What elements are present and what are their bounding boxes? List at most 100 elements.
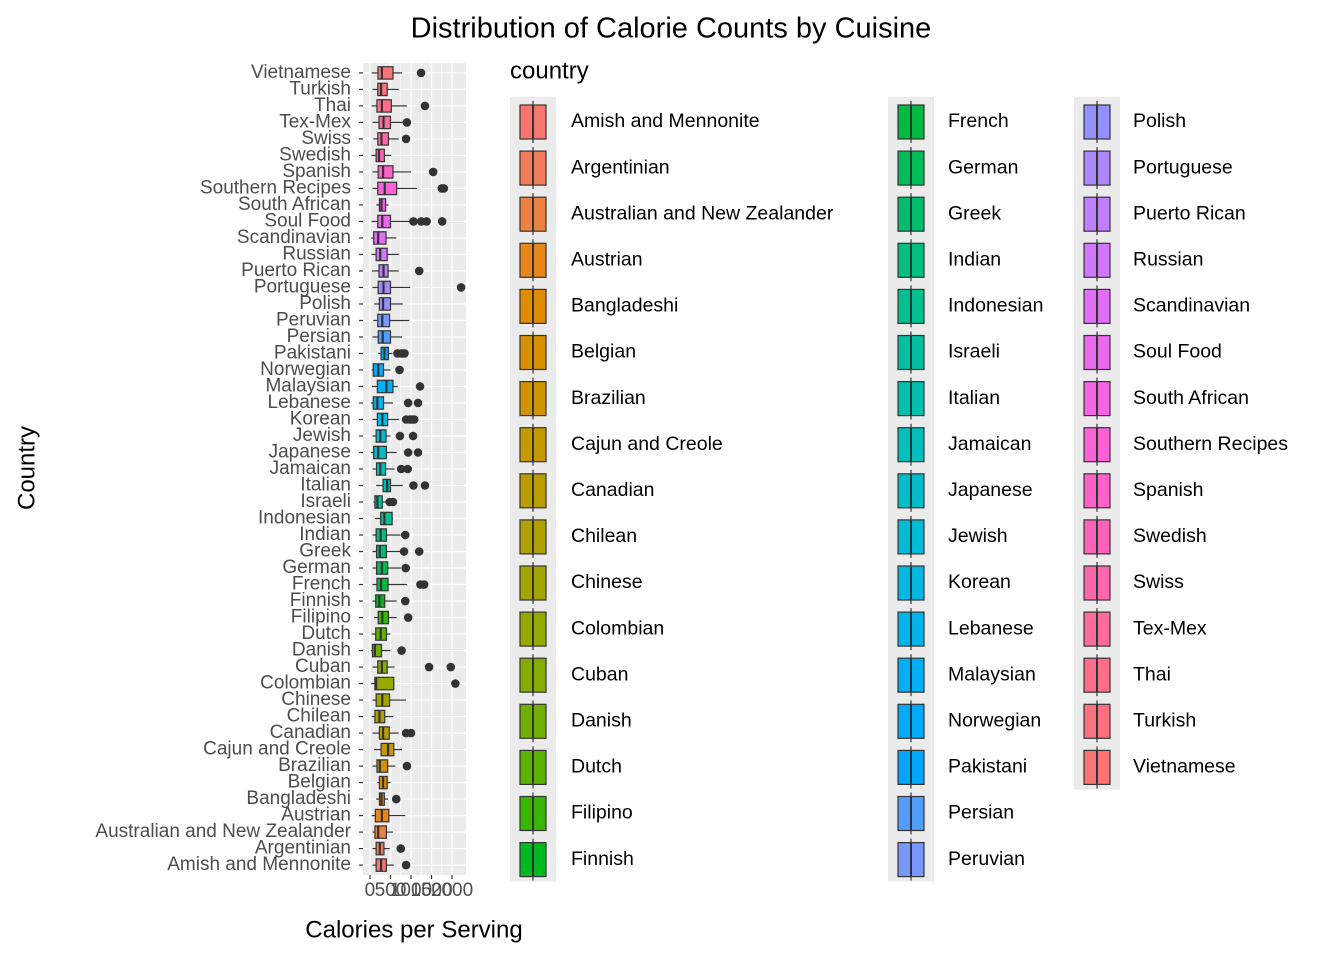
y-tick-label: Indian bbox=[299, 524, 351, 545]
legend-label: Canadian bbox=[571, 479, 654, 501]
legend-label: German bbox=[948, 156, 1018, 178]
y-tick-label: Israeli bbox=[300, 491, 351, 512]
outlier bbox=[391, 794, 401, 804]
y-tick-label: Scandinavian bbox=[237, 227, 351, 248]
outlier bbox=[401, 860, 411, 870]
outlier bbox=[409, 415, 419, 424]
y-tick-label: German bbox=[282, 557, 351, 578]
chart-title: Distribution of Calorie Counts by Cuisin… bbox=[411, 13, 932, 45]
legend-label: Vietnamese bbox=[1133, 756, 1236, 778]
legend-label: Finnish bbox=[571, 848, 634, 870]
y-tick-label: Italian bbox=[300, 475, 351, 496]
legend-label: Portuguese bbox=[1133, 156, 1233, 178]
outlier bbox=[406, 728, 416, 738]
box bbox=[375, 544, 387, 559]
y-tick-label: Chilean bbox=[287, 706, 351, 727]
y-tick-label: Vietnamese bbox=[251, 62, 351, 83]
legend-label: Persian bbox=[948, 802, 1014, 824]
outlier bbox=[403, 464, 413, 474]
legend-label: Chinese bbox=[571, 571, 643, 593]
box bbox=[377, 165, 394, 179]
legend-label: Lebanese bbox=[948, 617, 1034, 639]
y-tick-label: Swiss bbox=[301, 128, 351, 149]
outlier bbox=[416, 68, 426, 78]
legend-label: Pakistani bbox=[948, 756, 1027, 778]
legend-label: Swiss bbox=[1133, 571, 1184, 593]
outlier bbox=[395, 365, 404, 375]
y-tick-label: Canadian bbox=[270, 722, 351, 743]
legend-label: Spanish bbox=[1133, 479, 1203, 501]
legend-label: Argentinian bbox=[571, 156, 670, 178]
box bbox=[377, 132, 390, 146]
outlier bbox=[446, 662, 456, 672]
box bbox=[376, 379, 394, 394]
x-axis-title: Calories per Serving bbox=[305, 916, 522, 943]
outlier bbox=[400, 530, 410, 540]
outlier bbox=[420, 481, 430, 490]
y-tick-label: Swedish bbox=[279, 144, 351, 165]
y-tick-label: Bangladeshi bbox=[246, 788, 351, 809]
y-tick-label: Thai bbox=[314, 95, 351, 116]
outlier bbox=[456, 283, 466, 292]
legend-label: Indian bbox=[948, 248, 1001, 270]
box bbox=[373, 445, 387, 460]
box bbox=[375, 247, 388, 262]
box bbox=[374, 825, 387, 839]
legend-label: Chilean bbox=[571, 525, 637, 547]
box bbox=[378, 726, 390, 740]
y-tick-label: Persian bbox=[287, 326, 351, 347]
legend-label: Cajun and Creole bbox=[571, 433, 723, 455]
y-tick-label: Brazilian bbox=[278, 755, 351, 776]
legend-label: Jewish bbox=[948, 525, 1008, 547]
legend-label: Japanese bbox=[948, 479, 1033, 501]
outlier bbox=[399, 547, 409, 556]
y-tick-label: Indonesian bbox=[258, 508, 351, 529]
outlier bbox=[403, 448, 413, 457]
legend-label: Scandinavian bbox=[1133, 295, 1250, 317]
legend-label: Thai bbox=[1133, 663, 1171, 685]
y-tick-label: Russian bbox=[282, 243, 351, 264]
outlier bbox=[408, 431, 418, 441]
legend-label: Brazilian bbox=[571, 387, 646, 409]
y-tick-label: Lebanese bbox=[268, 392, 351, 413]
legend-label: Turkish bbox=[1133, 709, 1196, 731]
outlier bbox=[437, 217, 447, 226]
y-tick-label: Jamaican bbox=[270, 458, 351, 479]
x-tick-label: 1500 bbox=[410, 880, 452, 901]
outlier bbox=[414, 547, 424, 556]
box bbox=[375, 148, 385, 163]
outlier bbox=[396, 464, 406, 474]
y-axis-title: Country bbox=[13, 426, 40, 510]
outlier bbox=[424, 662, 434, 672]
box bbox=[377, 330, 392, 344]
legend-label: Peruvian bbox=[948, 848, 1025, 870]
outlier bbox=[409, 217, 418, 226]
outlier bbox=[422, 217, 431, 226]
outlier bbox=[388, 497, 398, 507]
legend-label: Italian bbox=[948, 387, 1000, 409]
y-tick-label: Filipino bbox=[291, 607, 351, 628]
y-tick-label: South African bbox=[238, 194, 351, 215]
box bbox=[376, 759, 389, 773]
y-tick-label: Turkish bbox=[289, 78, 351, 99]
box bbox=[377, 214, 392, 229]
legend-label: Bangladeshi bbox=[571, 295, 678, 317]
legend-label: Australian and New Zealander bbox=[571, 202, 834, 224]
legend-label: Jamaican bbox=[948, 433, 1031, 455]
outlier bbox=[402, 761, 412, 771]
box bbox=[376, 577, 389, 592]
y-tick-label: Norwegian bbox=[260, 359, 351, 380]
y-tick-label: Polish bbox=[299, 293, 351, 314]
outlier bbox=[413, 448, 423, 457]
y-tick-label: Malaysian bbox=[265, 375, 351, 396]
y-tick-label: Korean bbox=[290, 409, 351, 430]
y-tick-label: Dutch bbox=[301, 623, 351, 644]
outlier bbox=[428, 167, 438, 177]
box bbox=[374, 676, 395, 691]
box bbox=[378, 115, 392, 130]
outlier bbox=[419, 580, 429, 589]
y-tick-label: Japanese bbox=[269, 442, 351, 463]
legend-label: Tex-Mex bbox=[1133, 617, 1207, 639]
y-tick-label: Tex-Mex bbox=[279, 111, 351, 132]
